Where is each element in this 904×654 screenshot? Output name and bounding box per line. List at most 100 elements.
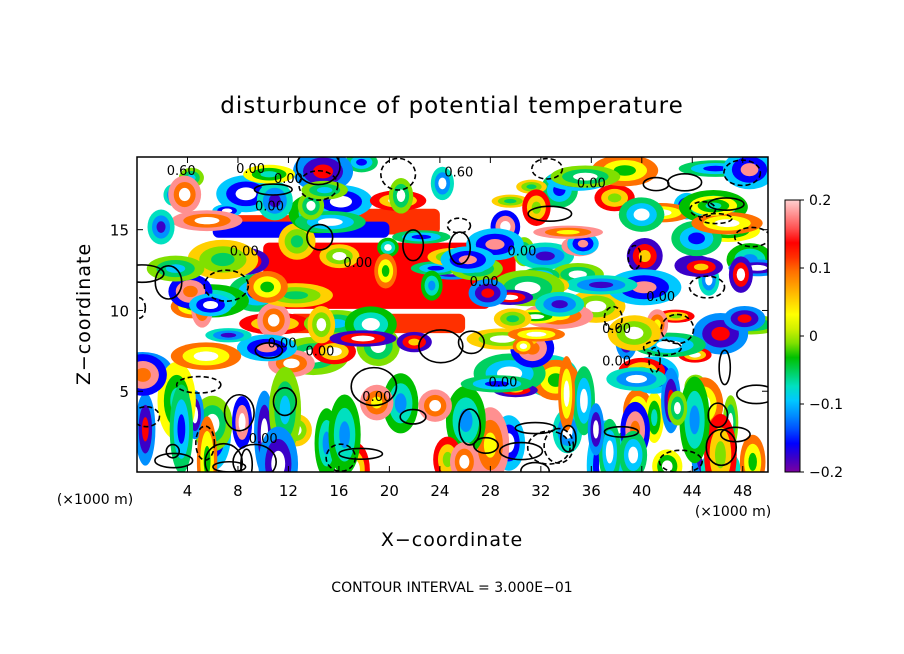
- field-blob: [430, 166, 454, 201]
- contour-line: [688, 275, 726, 299]
- field-blob: [243, 164, 296, 184]
- contour-line: [253, 183, 293, 196]
- plot-frame: [136, 156, 769, 473]
- contour-line: [350, 366, 398, 407]
- contour-line: [648, 346, 661, 374]
- colorbar-tick-label: 0.1: [809, 261, 831, 277]
- contour-line: [526, 430, 571, 465]
- field-blob: [644, 392, 664, 443]
- field-blob: [728, 256, 753, 293]
- heatmap-field: [137, 157, 768, 472]
- contour-line: [154, 452, 194, 469]
- field-blob: [493, 308, 532, 330]
- field-blob: [723, 305, 766, 332]
- contour-label: 0.00: [255, 199, 284, 214]
- contour-line: [660, 313, 695, 345]
- field-blob: [550, 165, 621, 188]
- field-blob: [301, 180, 348, 200]
- contour-line: [458, 408, 482, 446]
- x-tick-label: 4: [183, 482, 193, 500]
- contour-label: 0.00: [236, 162, 265, 177]
- colorbar-tick-label: −0.2: [809, 465, 843, 481]
- contour-line: [666, 173, 703, 192]
- contour-line: [399, 408, 427, 425]
- field-blob: [137, 392, 156, 466]
- field-blob: [679, 256, 723, 278]
- contour-line: [707, 197, 745, 211]
- contour-line: [603, 425, 640, 438]
- field-blob: [205, 328, 252, 343]
- field-blob: [507, 327, 565, 342]
- x-tick-label: 48: [733, 482, 752, 500]
- field-blob: [535, 291, 585, 317]
- contour-line: [707, 402, 729, 429]
- field-blob: [374, 253, 397, 289]
- contour-label: 0.00: [268, 337, 297, 352]
- field-blob: [450, 442, 479, 472]
- contour-line: [627, 244, 642, 270]
- field-blob: [652, 449, 683, 472]
- contour-line: [306, 223, 334, 251]
- contour-line: [223, 393, 255, 432]
- contour-line: [232, 443, 277, 472]
- field-blob: [171, 210, 243, 232]
- field-blob: [328, 394, 361, 472]
- field-blob: [307, 305, 336, 344]
- x-unit-label-right: (×1000 m): [695, 504, 771, 520]
- contour-line: [254, 342, 284, 359]
- field-blob: [607, 315, 661, 351]
- contour-line: [137, 405, 161, 428]
- contour-label: 0.00: [507, 245, 536, 260]
- contour-line: [658, 449, 703, 472]
- contour-line: [698, 212, 733, 225]
- contour-line: [514, 421, 557, 435]
- contour-line: [718, 349, 732, 386]
- field-blob: [137, 354, 167, 396]
- field-blob: [377, 237, 399, 258]
- contour-line: [531, 157, 564, 180]
- field-blob: [533, 225, 603, 239]
- field-blob: [491, 194, 529, 208]
- chart-title: disturbunce of potential temperature: [220, 93, 684, 119]
- contour-line: [203, 269, 250, 302]
- field-blob: [187, 239, 259, 280]
- contour-line: [402, 229, 425, 262]
- contour-line: [520, 461, 550, 472]
- field-blob: [667, 390, 688, 426]
- x-tick-label: 16: [329, 482, 348, 500]
- field-blob: [329, 330, 397, 347]
- y-tick-label: 10: [110, 302, 129, 320]
- contour-line: [417, 329, 464, 364]
- field-blob: [564, 275, 638, 295]
- contour-label: 0.00: [646, 290, 675, 305]
- contour-label: 0.00: [470, 275, 499, 290]
- field-blob: [396, 331, 432, 353]
- contour-line: [380, 157, 417, 191]
- contour-label: 0.60: [167, 164, 196, 179]
- contour-label: 0.00: [362, 390, 391, 405]
- colorbar-gradient: [784, 199, 801, 473]
- field-blob: [468, 279, 507, 308]
- contour-label: 0.00: [306, 345, 335, 360]
- contour-label: 0.00: [249, 432, 278, 447]
- field-blob: [360, 384, 394, 421]
- field-blob: [598, 418, 621, 472]
- field-blob: [739, 434, 766, 472]
- field-blob: [257, 302, 291, 339]
- contour-line: [295, 157, 341, 186]
- contour-line: [154, 264, 183, 300]
- field-blob: [558, 356, 576, 432]
- contour-label: 0.00: [602, 354, 631, 369]
- x-axis: 4 8 12 16 20 24 28 32 36 40 44 48: [183, 157, 752, 500]
- field-blob: [345, 157, 378, 173]
- contour-line: [723, 159, 762, 187]
- contour-label: 0.00: [230, 245, 259, 260]
- contour-interval-footer: CONTOUR INTERVAL = 3.000E−01: [331, 580, 572, 596]
- field-blob: [591, 157, 659, 187]
- y-axis-label: Z−coordinate: [73, 243, 95, 385]
- y-tick-label: 15: [110, 222, 129, 240]
- field-blob: [170, 342, 242, 371]
- x-tick-label: 44: [683, 482, 702, 500]
- field-blob: [516, 242, 575, 270]
